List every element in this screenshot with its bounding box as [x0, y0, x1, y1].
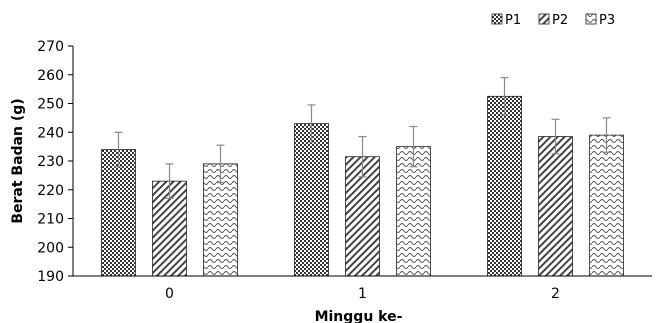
legend-label-P3: P3: [599, 13, 615, 28]
y-tick-label: 240: [37, 125, 64, 141]
bar-P2-2: [539, 137, 573, 276]
x-tick-label: 2: [551, 286, 560, 302]
legend: P1 P2 P3: [492, 13, 615, 28]
legend-label-P2: P2: [552, 13, 568, 28]
x-tick-label: 1: [358, 286, 367, 302]
y-tick-label: 250: [37, 97, 64, 113]
x-tick-label: 0: [165, 286, 174, 302]
y-tick-label: 270: [37, 39, 64, 55]
y-tick-label: 230: [37, 154, 64, 170]
y-tick-label: 260: [37, 68, 64, 84]
bar-P1-2: [488, 96, 522, 276]
legend-swatch-P3: [586, 14, 596, 24]
y-tick-label: 210: [37, 212, 64, 228]
y-axis-title: Berat Badan (g): [10, 98, 26, 223]
y-tick-label: 200: [37, 240, 64, 256]
x-axis-title: Minggu ke-: [315, 309, 403, 323]
legend-swatch-P2: [539, 14, 549, 24]
bar-P3-2: [590, 135, 624, 276]
bar-P1-1: [295, 124, 329, 276]
bar-P1-0: [102, 150, 136, 277]
y-tick-label: 190: [37, 269, 64, 285]
legend-label-P1: P1: [505, 13, 521, 28]
y-tick-label: 220: [37, 183, 64, 199]
legend-swatch-P1: [492, 14, 502, 24]
plot-area: [102, 78, 624, 276]
